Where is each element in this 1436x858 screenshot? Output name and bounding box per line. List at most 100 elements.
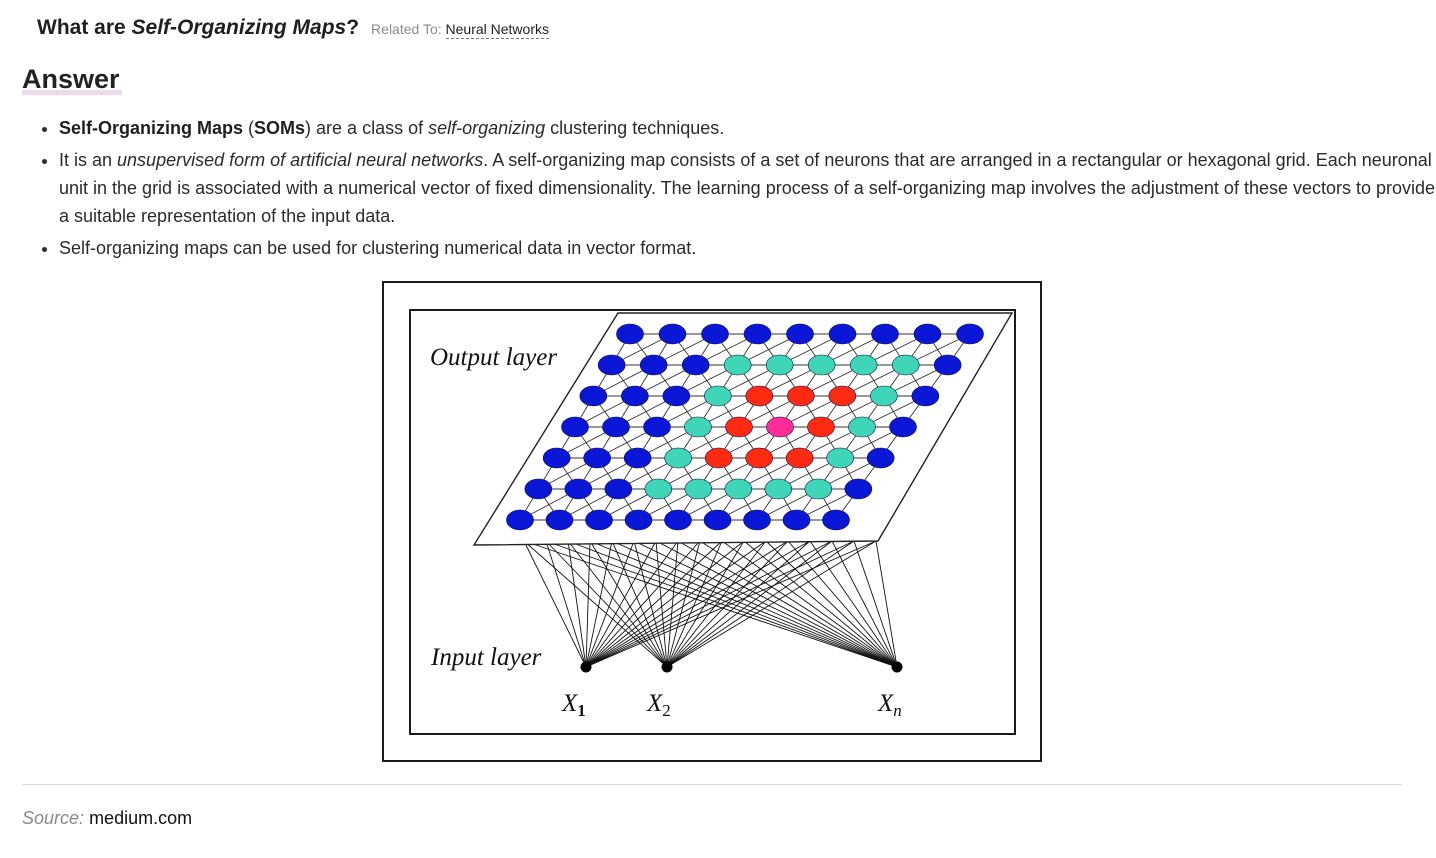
text-span: Self-organizing maps can be used for clu… bbox=[59, 238, 697, 258]
connection-line bbox=[585, 540, 591, 668]
input-label-sub: n bbox=[893, 701, 902, 720]
related-to: Related To: Neural Networks bbox=[371, 21, 549, 39]
input-nodes bbox=[580, 661, 903, 673]
connection-line bbox=[523, 540, 898, 668]
neuron-node bbox=[913, 323, 942, 345]
input-label-xn: Xn bbox=[877, 690, 902, 720]
list-item: Self-organizing maps can be used for clu… bbox=[59, 234, 1436, 262]
neuron-node bbox=[844, 478, 873, 500]
connection-line bbox=[853, 540, 898, 668]
neuron-node bbox=[658, 323, 687, 345]
source-label: Source: bbox=[22, 808, 85, 828]
neuron-node bbox=[684, 416, 712, 438]
connection-line bbox=[611, 540, 668, 668]
related-label: Related To: bbox=[371, 21, 442, 37]
connection-line bbox=[585, 540, 745, 668]
neuron-node bbox=[506, 509, 534, 531]
bold-abbr: SOMs bbox=[254, 118, 306, 138]
neuron-node bbox=[764, 478, 793, 500]
answer-list: Self-Organizing Maps (SOMs) are a class … bbox=[32, 114, 1436, 266]
connection-line bbox=[523, 540, 587, 668]
neuron-node bbox=[828, 385, 857, 407]
connection-line bbox=[545, 540, 668, 668]
neuron-node bbox=[597, 354, 626, 376]
input-node bbox=[661, 661, 673, 673]
connection-line bbox=[666, 540, 789, 668]
neuron-node bbox=[579, 385, 608, 407]
neuron-node bbox=[743, 323, 772, 345]
connection-line bbox=[567, 540, 898, 668]
som-diagram-svg: Output layer Input layer X1 X2 Xn bbox=[409, 309, 1016, 735]
italic-term: self-organizing bbox=[428, 118, 546, 138]
connection-line bbox=[611, 540, 898, 668]
connection-lines bbox=[523, 540, 898, 668]
source-value: medium.com bbox=[89, 808, 193, 828]
text-span: It is an bbox=[59, 150, 118, 170]
neuron-node bbox=[681, 354, 710, 376]
text-span: ) are a class of bbox=[305, 118, 429, 138]
question-suffix: ? bbox=[346, 16, 360, 39]
input-label-base: X bbox=[561, 690, 579, 717]
som-diagram: Output layer Input layer X1 X2 Xn bbox=[382, 281, 1042, 762]
connection-line bbox=[633, 540, 668, 668]
text-span: . A self-organizing map consists of a se… bbox=[59, 150, 1436, 226]
neuron-node bbox=[664, 447, 692, 469]
connection-line bbox=[875, 540, 898, 668]
neuron-node bbox=[745, 447, 773, 469]
neuron-node bbox=[782, 509, 811, 531]
connection-line bbox=[545, 540, 587, 668]
neuron-node bbox=[524, 478, 553, 500]
connection-line bbox=[585, 540, 723, 668]
neuron-node bbox=[604, 478, 633, 500]
connection-line bbox=[585, 540, 657, 668]
connection-line bbox=[666, 540, 855, 668]
connection-line bbox=[567, 540, 587, 668]
output-layer-label: Output layer bbox=[430, 344, 557, 371]
connection-line bbox=[585, 540, 855, 668]
connection-line bbox=[655, 540, 898, 668]
text-span: ( bbox=[243, 118, 255, 138]
connection-line bbox=[545, 540, 898, 668]
neuron-node bbox=[723, 354, 752, 376]
neuron-node bbox=[870, 385, 898, 407]
neuron-node bbox=[871, 323, 899, 345]
connection-line bbox=[567, 540, 668, 668]
connection-line bbox=[809, 540, 898, 668]
neuron-node bbox=[644, 478, 673, 500]
neuron-node bbox=[849, 354, 878, 376]
list-item: It is an unsupervised form of artificial… bbox=[59, 146, 1436, 230]
neuron-node bbox=[745, 385, 774, 407]
connection-line bbox=[633, 540, 898, 668]
neuron-node bbox=[826, 447, 854, 469]
question-header: What are Self-Organizing Maps? Related T… bbox=[37, 16, 549, 40]
neuron-node bbox=[787, 385, 815, 407]
neuron-node bbox=[564, 478, 593, 500]
neuron-node bbox=[956, 323, 984, 345]
neuron-node bbox=[545, 509, 574, 531]
list-item: Self-Organizing Maps (SOMs) are a class … bbox=[59, 114, 1436, 142]
connection-line bbox=[655, 540, 668, 668]
connection-line bbox=[589, 540, 898, 668]
input-node bbox=[891, 661, 903, 673]
connection-line bbox=[831, 540, 898, 668]
connection-line bbox=[699, 540, 898, 668]
neuron-node bbox=[807, 354, 836, 376]
connection-line bbox=[666, 540, 877, 668]
neuron-node bbox=[583, 447, 611, 469]
question-emphasis: Self-Organizing Maps bbox=[131, 16, 347, 39]
neuron-node bbox=[743, 509, 771, 531]
connection-line bbox=[585, 540, 679, 668]
connection-line bbox=[585, 540, 701, 668]
connection-line bbox=[666, 540, 723, 668]
neuron-node bbox=[889, 416, 917, 438]
neuron-node bbox=[848, 416, 876, 438]
input-label-base: X bbox=[646, 690, 664, 717]
output-nodes bbox=[506, 323, 984, 531]
connection-line bbox=[585, 540, 635, 668]
connection-line bbox=[585, 540, 811, 668]
connection-line bbox=[523, 540, 668, 668]
neuron-node bbox=[785, 447, 814, 469]
related-topic-link[interactable]: Neural Networks bbox=[445, 21, 549, 39]
bold-term: Self-Organizing Maps bbox=[59, 118, 244, 138]
connection-line bbox=[666, 540, 833, 668]
